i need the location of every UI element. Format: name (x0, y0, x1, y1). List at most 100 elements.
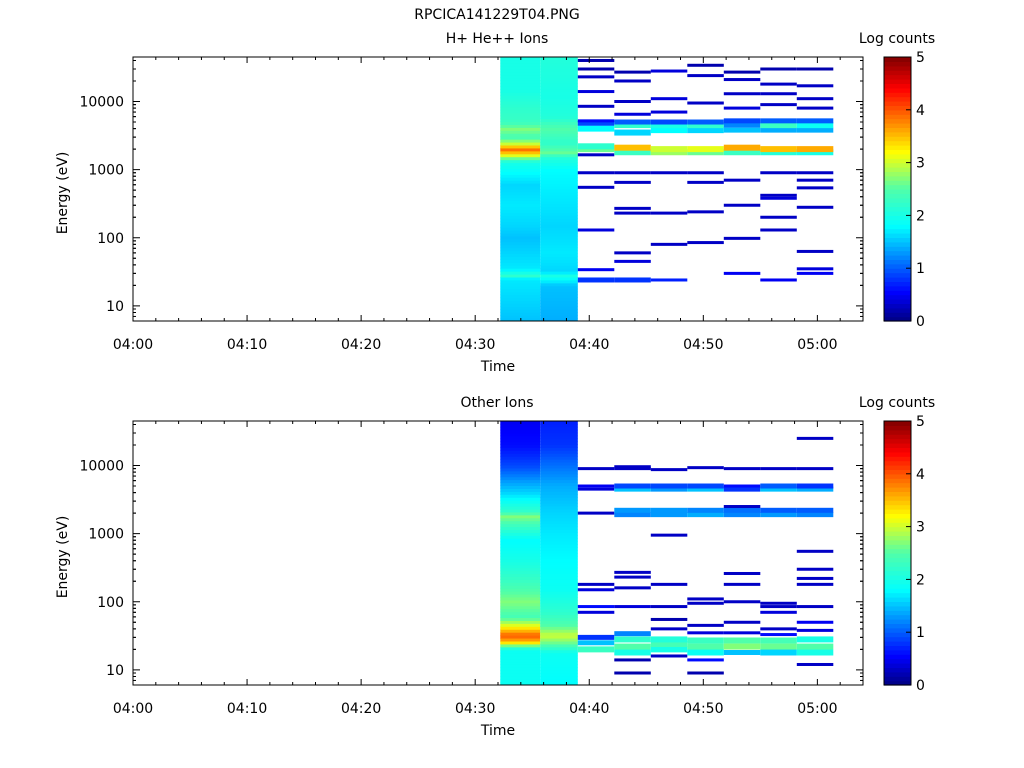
heatmap-cell (500, 227, 541, 231)
heatmap-line (687, 180, 724, 184)
heatmap-line (796, 486, 834, 492)
y-tick-label: 10000 (79, 459, 124, 475)
heatmap-line (760, 627, 797, 631)
colorbar-segment (884, 263, 911, 269)
heatmap-line (650, 533, 688, 537)
colorbar-segment (884, 74, 911, 80)
heatmap-cell (500, 438, 541, 443)
heatmap-cell (500, 514, 541, 519)
colorbar-segment (884, 202, 911, 208)
heatmap-cell (500, 526, 541, 531)
heatmap-line (687, 122, 724, 129)
colorbar-segment (884, 570, 911, 576)
heatmap-cell (540, 661, 578, 665)
heatmap-cell (500, 74, 541, 79)
colorbar-segment (884, 645, 911, 651)
heatmap-line (614, 149, 651, 156)
heatmap-line (796, 483, 834, 489)
heatmap-cell (500, 432, 541, 437)
heatmap-line (650, 646, 688, 653)
colorbar: 0 1 2 3 4 5 Log counts (859, 31, 935, 330)
heatmap-cell (540, 89, 578, 93)
heatmap-cell (500, 447, 541, 451)
heatmap-cell (500, 145, 541, 149)
heatmap-line (650, 483, 688, 489)
colorbar-segment (884, 663, 911, 668)
colorbar-segment (884, 460, 911, 466)
heatmap-line (796, 146, 834, 153)
heatmap-cell (500, 491, 541, 495)
colorbar-segment (884, 307, 911, 313)
heatmap-line (650, 627, 688, 631)
heatmap-cell (500, 661, 541, 665)
colorbar-segment (884, 259, 911, 265)
heatmap-line (723, 643, 761, 650)
heatmap-cell (500, 646, 541, 651)
x-tick-label: 04:20 (341, 337, 381, 353)
colorbar-segment (884, 473, 911, 479)
heatmap-cell (500, 532, 541, 536)
heatmap-line (760, 171, 797, 175)
heatmap-line (796, 171, 834, 175)
colorbar-tick-label: 2 (916, 208, 925, 224)
heatmap-cell (540, 268, 578, 272)
heatmap-cell (500, 550, 541, 554)
heatmap-cell (500, 608, 541, 613)
colorbar-segment (884, 557, 911, 563)
heatmap-line (760, 486, 797, 492)
colorbar-segment (884, 206, 911, 212)
colorbar-segment (884, 654, 911, 660)
heatmap-cell (540, 279, 578, 284)
heatmap-cell (500, 147, 541, 152)
heatmap-line (760, 193, 797, 197)
heatmap-cell (500, 250, 541, 255)
heatmap-cell (500, 294, 541, 299)
heatmap-line (650, 468, 688, 472)
heatmap-line (723, 486, 761, 492)
heatmap-cell (500, 171, 541, 175)
heatmap-cell (540, 92, 578, 96)
heatmap-line (577, 153, 615, 157)
heatmap-line (614, 144, 651, 151)
heatmap-line (577, 90, 615, 94)
heatmap-cell (500, 473, 541, 478)
heatmap-line (796, 118, 834, 124)
heatmap-cell (500, 511, 541, 516)
heatmap-line (614, 171, 651, 175)
heatmap-cell (500, 83, 541, 87)
heatmap-cell (500, 277, 541, 281)
heatmap-cell (500, 585, 541, 589)
heatmap-line (650, 122, 688, 129)
heatmap-cell (500, 106, 541, 111)
heatmap-line (614, 643, 651, 650)
heatmap-cell (500, 247, 541, 252)
heatmap-cell (540, 259, 578, 263)
heatmap-line (650, 119, 688, 125)
colorbar-segment (884, 425, 911, 431)
heatmap-line (796, 186, 834, 190)
colorbar-segment (884, 175, 911, 181)
colorbar: 0 1 2 3 4 5 Log counts (859, 395, 935, 694)
heatmap-line (760, 483, 797, 489)
heatmap-line (650, 146, 688, 153)
heatmap-line (687, 149, 724, 156)
heatmap-cell (500, 274, 541, 278)
colorbar-segment (884, 566, 911, 572)
heatmap-cell (540, 591, 578, 595)
x-tick-label: 04:50 (683, 701, 723, 717)
heatmap-line (650, 512, 688, 518)
heatmap-line (687, 649, 724, 656)
heatmap-cell (540, 101, 578, 105)
heatmap-line (796, 582, 834, 586)
colorbar-segment (884, 127, 911, 133)
heatmap-cell (540, 247, 578, 252)
colorbar-segment (884, 255, 911, 260)
heatmap-cell (500, 127, 541, 131)
colorbar-segment (884, 189, 911, 194)
heatmap-line (687, 241, 724, 245)
heatmap-line (760, 149, 797, 156)
heatmap-cell (540, 147, 578, 152)
heatmap-line (796, 267, 834, 271)
y-tick-label: 1000 (88, 527, 124, 543)
